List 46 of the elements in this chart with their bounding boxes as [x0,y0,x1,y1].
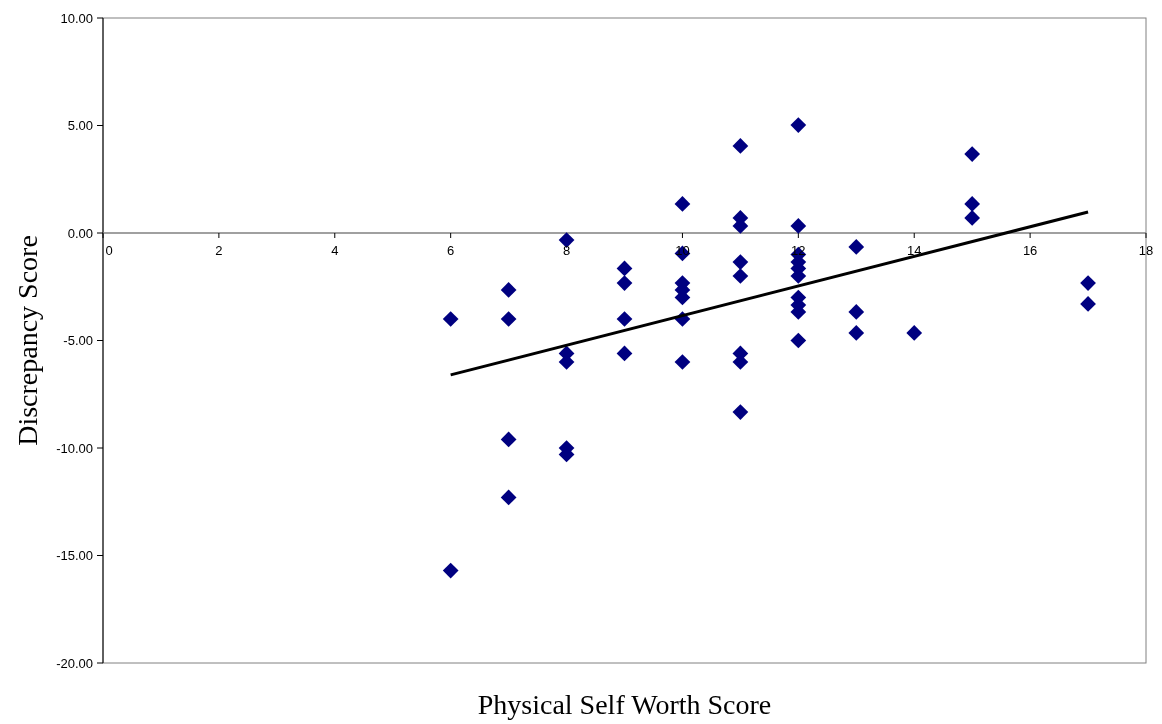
point [674,354,691,370]
y-tick-label: -5.00 [63,333,93,349]
point [732,138,749,154]
point [848,325,865,341]
point [442,562,459,579]
point [558,232,575,248]
point [848,239,865,255]
point [732,268,749,284]
x-tick-label: 6 [447,243,455,258]
point [616,260,633,277]
point [1080,275,1096,291]
y-tick-label: -10.00 [56,440,93,456]
point [500,311,517,327]
y-tick-label: 0.00 [67,225,93,241]
x-tick-label: 8 [562,243,571,258]
point [906,325,923,341]
y-tick-label: 5.00 [67,118,93,134]
point [616,275,633,291]
y-tick-label: -15.00 [56,548,93,564]
x-tick-label: 4 [331,243,339,258]
y-tick-label: -20.00 [56,655,93,671]
point [674,196,691,212]
x-tick-label: 14 [906,243,922,258]
point [442,311,459,327]
x-tick-label: 18 [1138,243,1154,258]
x-tick-label: 0 [105,243,113,258]
point [616,345,633,362]
x-tick-label: 2 [215,243,223,258]
point [732,254,749,270]
point [964,210,981,226]
point [500,431,517,448]
x-tick-label: 16 [1022,243,1038,258]
point [964,146,981,162]
point [964,196,981,212]
point [500,489,517,506]
point [616,311,633,327]
x-axis-title: Physical Self Worth Score [477,689,772,720]
point [500,282,517,298]
point [790,117,807,133]
y-tick-label: 10.00 [60,10,93,26]
point [848,304,865,320]
y-axis-title: Discrepancy Score [12,235,43,446]
point [732,404,749,420]
point [790,218,807,234]
point [1080,296,1096,312]
point [790,332,807,349]
